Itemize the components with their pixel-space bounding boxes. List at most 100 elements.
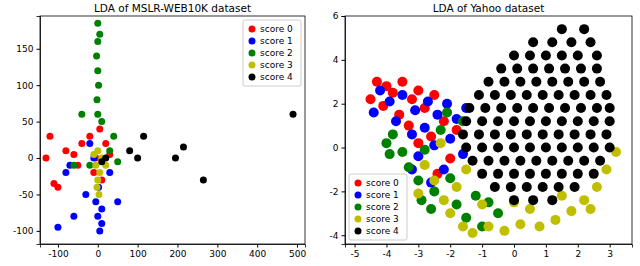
tick-mark — [546, 244, 547, 248]
point — [114, 158, 121, 165]
legend-entry: score 3 — [355, 214, 399, 224]
point — [397, 77, 407, 87]
point — [509, 116, 519, 126]
point — [420, 145, 430, 155]
point — [509, 50, 519, 60]
legend-marker — [249, 62, 256, 69]
point — [92, 162, 99, 169]
legend-box — [349, 174, 407, 240]
tick-label: 6 — [333, 11, 339, 21]
tick: -5 — [351, 244, 360, 259]
point — [436, 125, 446, 135]
point — [557, 169, 567, 179]
tick: -4 — [330, 231, 345, 241]
tick-label: 150 — [16, 44, 33, 54]
tick-label: -4 — [330, 231, 339, 241]
legend-marker — [249, 74, 256, 81]
point — [484, 77, 494, 87]
point — [62, 147, 69, 154]
point — [544, 103, 554, 113]
point — [385, 149, 395, 159]
point — [46, 133, 53, 140]
point — [525, 116, 535, 126]
tick-label: -100 — [13, 226, 34, 236]
legend-entry: score 4 — [249, 72, 294, 82]
point — [106, 147, 113, 154]
point — [557, 143, 567, 153]
point — [586, 90, 596, 100]
point — [477, 116, 487, 126]
tick: 100 — [130, 244, 147, 259]
tick-label: -3 — [414, 249, 423, 259]
point — [573, 169, 583, 179]
tick-mark — [297, 244, 298, 248]
tick-mark — [37, 194, 41, 195]
point — [172, 155, 179, 162]
tick-mark — [257, 244, 258, 248]
point — [522, 129, 532, 139]
legend-entry: score 1 — [249, 36, 293, 46]
tick-mark — [177, 244, 178, 248]
point — [70, 213, 77, 220]
point — [464, 103, 474, 113]
point — [560, 103, 570, 113]
tick: 200 — [169, 244, 186, 259]
legend-marker — [355, 228, 362, 235]
point — [461, 213, 471, 223]
point — [570, 90, 580, 100]
x-axis: -1000100200300400500 — [41, 244, 307, 259]
plot-frame — [345, 16, 632, 244]
tick-mark — [342, 235, 346, 236]
point — [474, 90, 484, 100]
tick-mark — [138, 244, 139, 248]
point — [499, 226, 509, 236]
point — [93, 53, 100, 60]
point — [397, 147, 407, 157]
point — [423, 97, 433, 107]
point — [94, 213, 101, 220]
point — [375, 86, 385, 96]
y-axis: -100-50050100150 — [13, 17, 40, 245]
tick-mark — [610, 244, 611, 248]
tick-label: -100 — [48, 249, 69, 259]
tick-mark — [342, 148, 346, 149]
series — [90, 147, 109, 198]
point — [126, 147, 133, 154]
tick-mark — [37, 49, 41, 50]
tick: 400 — [249, 244, 266, 259]
point — [432, 110, 442, 120]
point — [528, 64, 538, 74]
tick: -100 — [48, 244, 69, 259]
point — [589, 143, 599, 153]
point — [506, 90, 516, 100]
legend-entry: score 3 — [249, 60, 293, 70]
point — [98, 118, 105, 125]
point — [477, 200, 487, 210]
point — [54, 224, 61, 231]
point — [601, 90, 611, 100]
point — [538, 90, 548, 100]
tick-label: 2 — [575, 249, 581, 259]
point — [480, 103, 490, 113]
point — [439, 164, 449, 174]
point — [90, 151, 97, 158]
point — [102, 140, 109, 147]
point — [429, 175, 439, 185]
point — [404, 121, 414, 131]
legend-marker — [249, 26, 256, 33]
point — [420, 160, 430, 170]
point — [515, 219, 525, 229]
tick: 300 — [209, 244, 226, 259]
point — [592, 182, 602, 192]
point — [554, 90, 564, 100]
point — [388, 88, 398, 98]
point — [42, 155, 49, 162]
series — [42, 125, 113, 190]
tick-mark — [37, 85, 41, 86]
point — [442, 99, 452, 109]
legend-label: score 2 — [260, 48, 293, 58]
point — [547, 195, 557, 205]
point — [557, 24, 567, 34]
tick-label: 300 — [209, 249, 226, 259]
point — [94, 38, 101, 45]
